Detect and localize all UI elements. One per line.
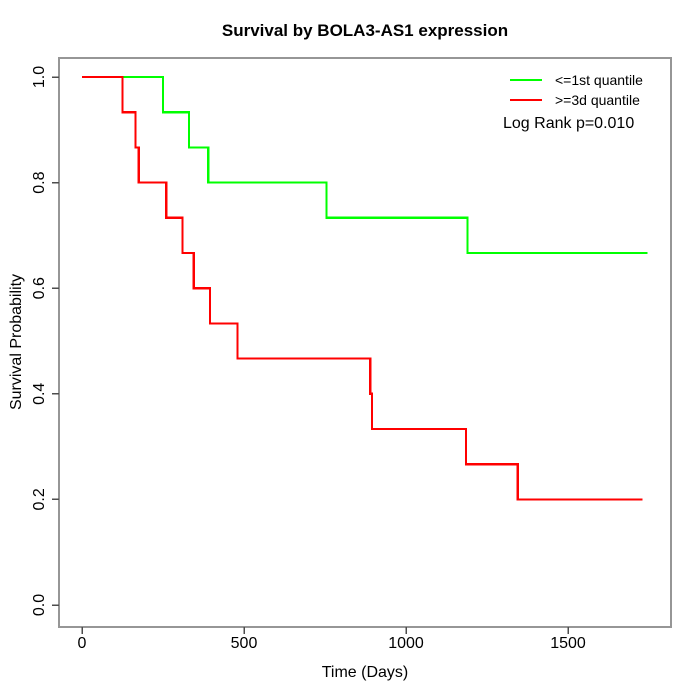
y-tick-label: 0.6 [31,277,48,299]
series-line-ge-3d-quantile [82,75,643,501]
plot-box [58,57,672,628]
y-tick-label: 0.8 [31,171,48,193]
legend-line-swatch [510,78,542,82]
y-tick-label: 0.0 [31,594,48,616]
series-line-le-1st-quantile [82,75,648,255]
log-rank-pvalue: Log Rank p=0.010 [503,115,635,132]
x-tick-label: 1000 [388,635,424,652]
x-axis-label: Time (Days) [321,664,409,681]
y-tick-label: 0.2 [31,488,48,510]
legend-item-le-1st-quantile: <=1st quantile [510,70,643,90]
x-tick-label: 0 [78,635,87,652]
y-tick-label: 0.4 [31,383,48,405]
legend-label: >=3d quantile [555,92,640,108]
x-tick-label: 1500 [550,635,586,652]
legend-label: <=1st quantile [555,72,643,88]
x-tick-label: 500 [231,635,258,652]
legend-line-swatch [510,98,542,102]
y-axis-label: Survival Probability [8,273,25,411]
legend: <=1st quantile >=3d quantile [510,70,643,110]
chart-title: Survival by BOLA3-AS1 expression [221,21,509,40]
legend-item-ge-3d-quantile: >=3d quantile [510,90,643,110]
y-tick-label: 1.0 [31,66,48,88]
